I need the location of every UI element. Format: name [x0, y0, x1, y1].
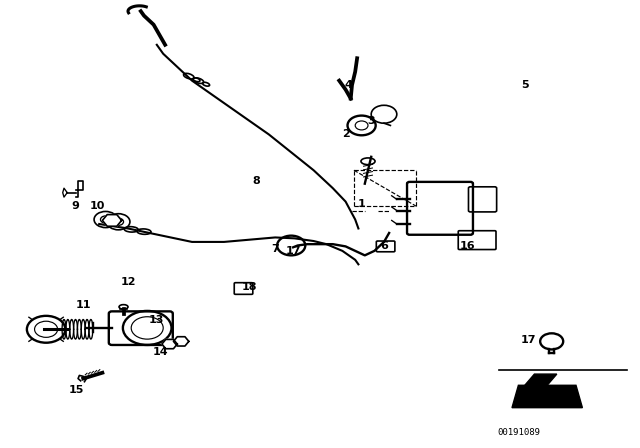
Text: 7: 7: [271, 244, 279, 254]
Text: 17: 17: [520, 336, 536, 345]
Polygon shape: [512, 385, 582, 408]
Text: 5: 5: [521, 80, 529, 90]
Text: 2: 2: [342, 129, 349, 139]
Polygon shape: [78, 375, 86, 382]
Text: 8: 8: [252, 177, 260, 186]
Text: 12: 12: [120, 277, 136, 287]
Text: 9: 9: [72, 201, 79, 211]
Text: 6: 6: [380, 241, 388, 251]
Polygon shape: [525, 374, 557, 385]
Text: 13: 13: [149, 315, 164, 325]
Text: 18: 18: [242, 282, 257, 292]
Polygon shape: [173, 337, 189, 346]
Text: 11: 11: [76, 300, 91, 310]
Text: 14: 14: [152, 347, 168, 357]
Text: 3: 3: [367, 116, 375, 126]
Text: 00191089: 00191089: [497, 428, 540, 437]
Polygon shape: [102, 215, 122, 226]
Polygon shape: [162, 340, 177, 349]
Text: 4: 4: [345, 80, 353, 90]
Text: 15: 15: [69, 385, 84, 395]
Text: 16: 16: [460, 241, 475, 251]
Text: 17: 17: [285, 246, 301, 256]
Text: 10: 10: [90, 201, 105, 211]
Text: 1: 1: [358, 199, 365, 209]
